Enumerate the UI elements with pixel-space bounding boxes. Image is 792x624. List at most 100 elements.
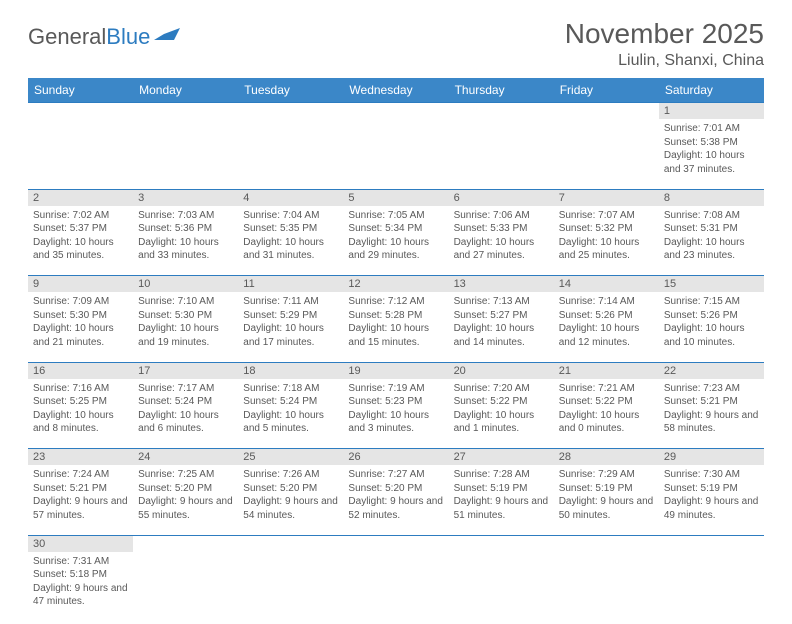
day-cell: Sunrise: 7:29 AMSunset: 5:19 PMDaylight:… (554, 465, 659, 535)
day-number-cell (238, 103, 343, 120)
day-number-cell: 14 (554, 276, 659, 293)
daylight-line: Daylight: 9 hours and 50 minutes. (559, 495, 654, 522)
day-number-row: 1 (28, 103, 764, 120)
daylight-line: Daylight: 10 hours and 5 minutes. (243, 409, 338, 436)
day-content: Sunrise: 7:17 AMSunset: 5:24 PMDaylight:… (138, 382, 233, 436)
sunset-line: Sunset: 5:20 PM (348, 482, 443, 496)
sunrise-line: Sunrise: 7:05 AM (348, 209, 443, 223)
week-row: Sunrise: 7:02 AMSunset: 5:37 PMDaylight:… (28, 206, 764, 276)
day-content: Sunrise: 7:29 AMSunset: 5:19 PMDaylight:… (559, 468, 654, 522)
day-number-cell: 25 (238, 449, 343, 466)
day-content: Sunrise: 7:26 AMSunset: 5:20 PMDaylight:… (243, 468, 338, 522)
day-content: Sunrise: 7:30 AMSunset: 5:19 PMDaylight:… (664, 468, 759, 522)
day-content: Sunrise: 7:16 AMSunset: 5:25 PMDaylight:… (33, 382, 128, 436)
day-number-row: 23242526272829 (28, 449, 764, 466)
daylight-line: Daylight: 10 hours and 14 minutes. (454, 322, 549, 349)
day-number-cell: 20 (449, 362, 554, 379)
day-number-cell: 19 (343, 362, 448, 379)
day-cell: Sunrise: 7:07 AMSunset: 5:32 PMDaylight:… (554, 206, 659, 276)
daylight-line: Daylight: 10 hours and 19 minutes. (138, 322, 233, 349)
day-header: Sunday (28, 78, 133, 103)
day-number-cell: 11 (238, 276, 343, 293)
day-content: Sunrise: 7:03 AMSunset: 5:36 PMDaylight:… (138, 209, 233, 263)
day-cell: Sunrise: 7:20 AMSunset: 5:22 PMDaylight:… (449, 379, 554, 449)
day-cell (238, 119, 343, 189)
sunrise-line: Sunrise: 7:31 AM (33, 555, 128, 569)
daylight-line: Daylight: 9 hours and 58 minutes. (664, 409, 759, 436)
sunrise-line: Sunrise: 7:18 AM (243, 382, 338, 396)
sunset-line: Sunset: 5:26 PM (664, 309, 759, 323)
day-number-cell: 30 (28, 535, 133, 552)
daylight-line: Daylight: 9 hours and 57 minutes. (33, 495, 128, 522)
day-number-cell: 27 (449, 449, 554, 466)
day-cell: Sunrise: 7:14 AMSunset: 5:26 PMDaylight:… (554, 292, 659, 362)
daylight-line: Daylight: 10 hours and 37 minutes. (664, 149, 759, 176)
day-header: Friday (554, 78, 659, 103)
sunrise-line: Sunrise: 7:15 AM (664, 295, 759, 309)
daylight-line: Daylight: 10 hours and 23 minutes. (664, 236, 759, 263)
day-cell: Sunrise: 7:05 AMSunset: 5:34 PMDaylight:… (343, 206, 448, 276)
day-header-row: Sunday Monday Tuesday Wednesday Thursday… (28, 78, 764, 103)
day-content: Sunrise: 7:01 AMSunset: 5:38 PMDaylight:… (664, 122, 759, 176)
sunrise-line: Sunrise: 7:09 AM (33, 295, 128, 309)
sunset-line: Sunset: 5:19 PM (664, 482, 759, 496)
daylight-line: Daylight: 10 hours and 21 minutes. (33, 322, 128, 349)
day-cell: Sunrise: 7:27 AMSunset: 5:20 PMDaylight:… (343, 465, 448, 535)
sunrise-line: Sunrise: 7:19 AM (348, 382, 443, 396)
day-cell: Sunrise: 7:10 AMSunset: 5:30 PMDaylight:… (133, 292, 238, 362)
day-content: Sunrise: 7:27 AMSunset: 5:20 PMDaylight:… (348, 468, 443, 522)
day-content: Sunrise: 7:23 AMSunset: 5:21 PMDaylight:… (664, 382, 759, 436)
day-cell: Sunrise: 7:28 AMSunset: 5:19 PMDaylight:… (449, 465, 554, 535)
logo: GeneralBlue (28, 24, 182, 50)
sunset-line: Sunset: 5:25 PM (33, 395, 128, 409)
day-number-cell: 5 (343, 189, 448, 206)
daylight-line: Daylight: 9 hours and 52 minutes. (348, 495, 443, 522)
day-number-cell (28, 103, 133, 120)
day-number-cell (449, 103, 554, 120)
day-number-cell: 24 (133, 449, 238, 466)
sunrise-line: Sunrise: 7:06 AM (454, 209, 549, 223)
day-number-cell (133, 535, 238, 552)
week-row: Sunrise: 7:24 AMSunset: 5:21 PMDaylight:… (28, 465, 764, 535)
sunrise-line: Sunrise: 7:16 AM (33, 382, 128, 396)
sunset-line: Sunset: 5:31 PM (664, 222, 759, 236)
logo-text-1: General (28, 24, 106, 50)
day-header: Saturday (659, 78, 764, 103)
sunset-line: Sunset: 5:21 PM (33, 482, 128, 496)
daylight-line: Daylight: 9 hours and 54 minutes. (243, 495, 338, 522)
day-cell: Sunrise: 7:06 AMSunset: 5:33 PMDaylight:… (449, 206, 554, 276)
daylight-line: Daylight: 10 hours and 10 minutes. (664, 322, 759, 349)
daylight-line: Daylight: 10 hours and 12 minutes. (559, 322, 654, 349)
day-cell: Sunrise: 7:21 AMSunset: 5:22 PMDaylight:… (554, 379, 659, 449)
sunset-line: Sunset: 5:29 PM (243, 309, 338, 323)
day-number-cell: 22 (659, 362, 764, 379)
day-cell: Sunrise: 7:11 AMSunset: 5:29 PMDaylight:… (238, 292, 343, 362)
day-cell (343, 119, 448, 189)
day-cell: Sunrise: 7:19 AMSunset: 5:23 PMDaylight:… (343, 379, 448, 449)
day-number-cell: 7 (554, 189, 659, 206)
sunrise-line: Sunrise: 7:08 AM (664, 209, 759, 223)
daylight-line: Daylight: 10 hours and 1 minutes. (454, 409, 549, 436)
day-cell: Sunrise: 7:24 AMSunset: 5:21 PMDaylight:… (28, 465, 133, 535)
day-cell (238, 552, 343, 624)
sunset-line: Sunset: 5:26 PM (559, 309, 654, 323)
sunrise-line: Sunrise: 7:13 AM (454, 295, 549, 309)
sunset-line: Sunset: 5:37 PM (33, 222, 128, 236)
day-number-cell: 17 (133, 362, 238, 379)
day-cell: Sunrise: 7:04 AMSunset: 5:35 PMDaylight:… (238, 206, 343, 276)
daylight-line: Daylight: 10 hours and 6 minutes. (138, 409, 233, 436)
sunset-line: Sunset: 5:24 PM (138, 395, 233, 409)
day-number-cell: 10 (133, 276, 238, 293)
day-cell: Sunrise: 7:18 AMSunset: 5:24 PMDaylight:… (238, 379, 343, 449)
week-row: Sunrise: 7:09 AMSunset: 5:30 PMDaylight:… (28, 292, 764, 362)
day-number-cell: 12 (343, 276, 448, 293)
day-number-cell: 1 (659, 103, 764, 120)
daylight-line: Daylight: 10 hours and 17 minutes. (243, 322, 338, 349)
day-number-cell: 9 (28, 276, 133, 293)
daylight-line: Daylight: 10 hours and 29 minutes. (348, 236, 443, 263)
day-content: Sunrise: 7:08 AMSunset: 5:31 PMDaylight:… (664, 209, 759, 263)
day-content: Sunrise: 7:24 AMSunset: 5:21 PMDaylight:… (33, 468, 128, 522)
day-cell (343, 552, 448, 624)
sunrise-line: Sunrise: 7:21 AM (559, 382, 654, 396)
sunset-line: Sunset: 5:18 PM (33, 568, 128, 582)
